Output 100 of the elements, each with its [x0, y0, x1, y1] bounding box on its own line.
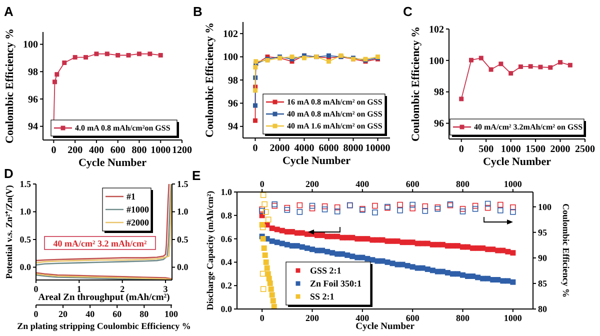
- x2-tick-label: 0: [260, 313, 265, 323]
- point: [62, 60, 67, 66]
- point: [265, 271, 271, 277]
- y-tick-label: 0.8: [220, 210, 232, 220]
- point: [262, 201, 268, 208]
- y-axis-title: Coulombic Efficiency %: [204, 22, 216, 138]
- point: [269, 226, 275, 232]
- point: [72, 55, 78, 60]
- point: [510, 204, 516, 210]
- point: [136, 52, 142, 56]
- chart-title: B: [193, 4, 202, 19]
- point: [397, 202, 403, 208]
- point: [410, 202, 416, 208]
- x-tick-label: 1000: [504, 179, 522, 189]
- legend-label: 40 mA 1.6 mAh/cm² on GSS: [287, 122, 383, 131]
- point: [469, 58, 474, 62]
- x-axis-title: Areal Zn throughput (mAh/cm²): [38, 293, 170, 303]
- point: [260, 236, 266, 242]
- y2-tick-label: 90: [538, 252, 548, 263]
- y-tick-label: 94: [28, 122, 38, 133]
- legend-label: SS 2:1: [310, 292, 335, 302]
- point: [296, 209, 303, 215]
- y-tick-label: 98: [434, 87, 444, 98]
- point: [548, 65, 553, 70]
- x-tick-label: 3: [163, 284, 168, 294]
- point: [372, 202, 378, 209]
- x-tick-label: 1000: [500, 144, 521, 155]
- y-tick-label: 1.0: [220, 187, 232, 197]
- point: [314, 232, 320, 238]
- x2-axis-title: Zn plating stripping Coulombic Efficiency %: [17, 321, 191, 331]
- point: [268, 286, 274, 292]
- point: [267, 280, 273, 286]
- x-tick-label: 10000: [365, 143, 390, 154]
- point: [148, 52, 152, 56]
- point: [296, 202, 303, 208]
- point: [254, 59, 258, 64]
- x-tick-label: 600: [110, 145, 126, 156]
- y-tick-label: 100: [23, 40, 38, 51]
- x2-tick-label: 0: [34, 309, 39, 319]
- legend-label: GSS 2:1: [310, 266, 342, 276]
- legend-label: Zn Foil 350:1: [310, 278, 362, 288]
- x-tick-label: 1200: [172, 145, 192, 156]
- x-axis-title: Cycle Number: [282, 155, 351, 167]
- x-tick-label: 0: [458, 144, 464, 155]
- x2-tick-label: 600: [406, 313, 420, 323]
- legend-label: 16 mA 0.8 mAh/cm² on GSS: [287, 98, 383, 107]
- point: [334, 204, 340, 210]
- y-tick-label: 1.5: [20, 179, 32, 189]
- x-tick-label: 200: [306, 179, 320, 189]
- point: [263, 259, 269, 265]
- x-tick-label: 200: [68, 145, 83, 156]
- x-tick-label: 800: [132, 145, 147, 156]
- point: [253, 88, 258, 93]
- y-axis-title: Discharge Capacity (mAh/cm²): [205, 190, 215, 310]
- x2-tick-label: 20: [58, 309, 68, 319]
- point: [104, 52, 110, 56]
- x-tick-label: 400: [88, 145, 104, 156]
- y-tick-label: 0.0: [220, 304, 232, 314]
- x-tick-label: 0: [34, 284, 39, 294]
- point: [472, 202, 478, 209]
- x-tick-label: 6000: [318, 143, 339, 154]
- point: [422, 208, 428, 214]
- point: [262, 209, 269, 215]
- x-tick-label: 600: [406, 179, 420, 189]
- point: [422, 203, 428, 210]
- y2-tick-label: 0.5: [177, 234, 189, 244]
- x-tick-label: 0: [51, 145, 56, 156]
- x-tick-label: 500: [478, 144, 494, 155]
- y-tick-label: 1.0: [20, 206, 32, 217]
- x2-tick-label: 40: [86, 309, 96, 319]
- x-tick-label: 8000: [343, 143, 364, 154]
- y-tick-label: 96: [434, 118, 444, 130]
- point: [484, 200, 491, 207]
- point: [260, 286, 266, 292]
- point: [510, 250, 516, 256]
- x-tick-label: 2500: [575, 144, 595, 155]
- point: [472, 206, 478, 212]
- point: [397, 207, 403, 214]
- point: [460, 208, 466, 214]
- point: [261, 245, 267, 251]
- point: [484, 204, 491, 211]
- chart-title: D: [4, 166, 14, 181]
- legend-label: 40 mA/cm² 3.2mAh/cm² on GSS: [474, 122, 584, 132]
- x2-tick-label: 100: [164, 309, 178, 319]
- point: [497, 202, 504, 208]
- point: [372, 210, 378, 216]
- chart-title: A: [4, 4, 14, 19]
- point: [269, 292, 275, 298]
- point: [264, 265, 270, 271]
- point: [510, 279, 516, 285]
- point: [322, 206, 328, 212]
- y2-tick-label: 1.0: [177, 206, 189, 217]
- y-tick-label: 102: [223, 28, 238, 40]
- legend-label: #1000: [126, 204, 150, 214]
- point: [262, 252, 268, 258]
- legend-label: #1: [126, 192, 136, 202]
- point: [253, 103, 258, 108]
- point: [52, 80, 58, 84]
- legend-label: 4.0 mA 0.8 mAh/cm²on GSS: [75, 124, 171, 133]
- point: [253, 64, 258, 70]
